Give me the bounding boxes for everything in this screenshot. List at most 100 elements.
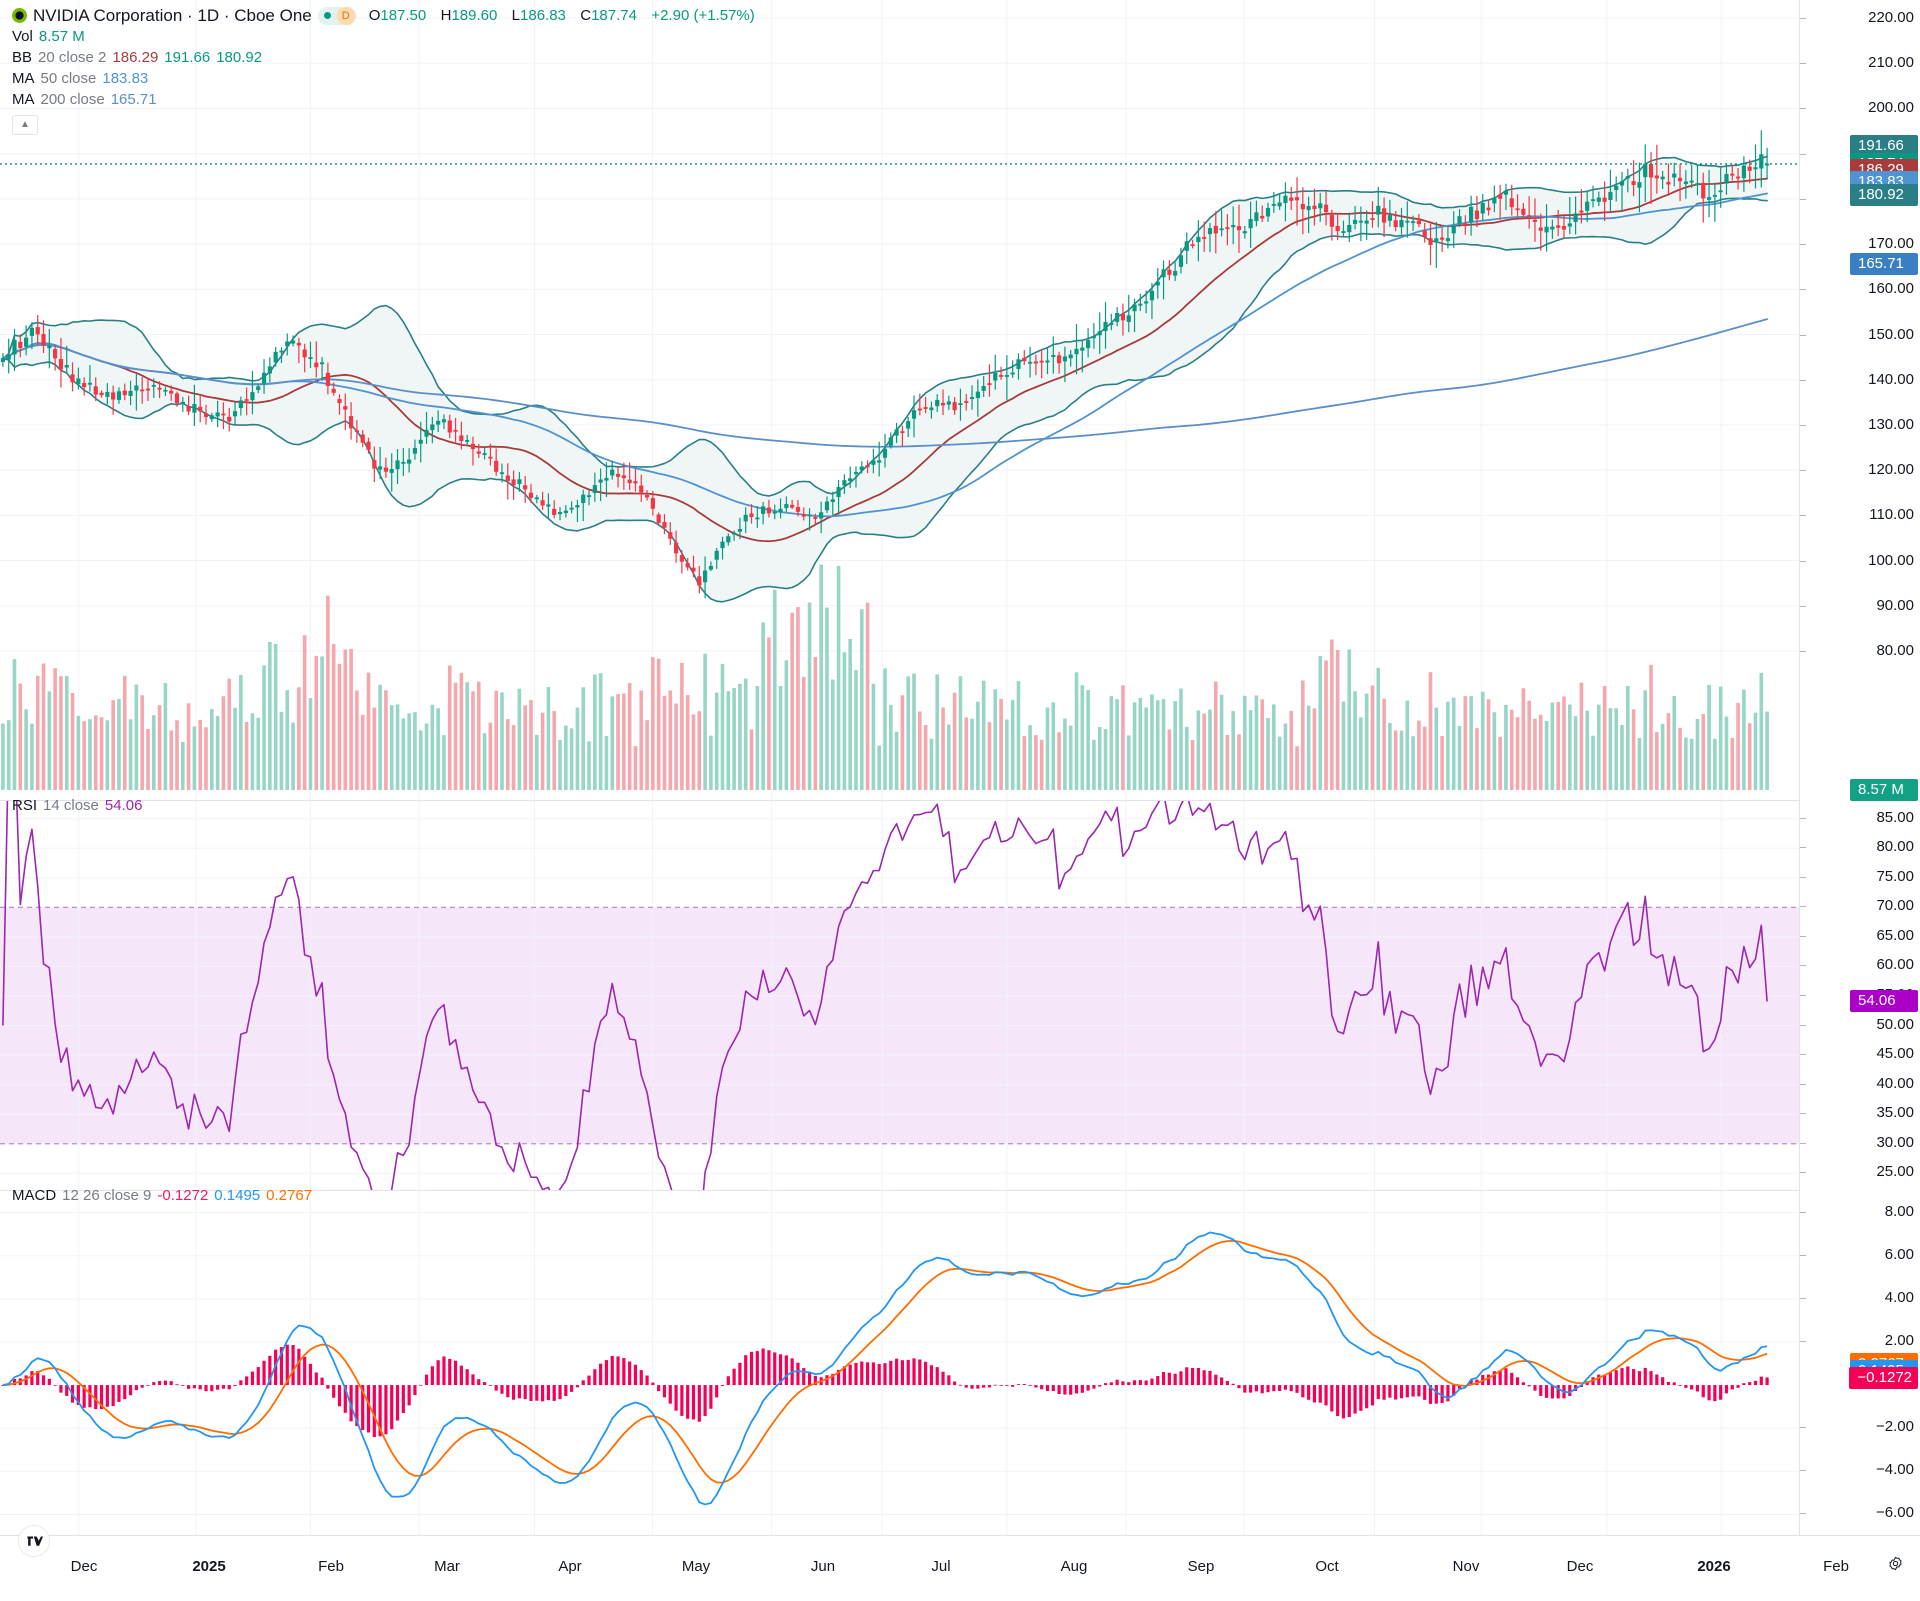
axis-tick-mark bbox=[1800, 1340, 1806, 1342]
time-axis-label: Feb bbox=[1823, 1558, 1849, 1575]
axis-tick-label: 80.00 bbox=[1876, 641, 1914, 659]
axis-tick-mark bbox=[1800, 935, 1806, 937]
axis-tick-mark bbox=[1800, 995, 1806, 996]
axis-tick-label: 75.00 bbox=[1876, 867, 1914, 885]
axis-tick-mark bbox=[1800, 470, 1806, 472]
axis-tick-label: −2.00 bbox=[1876, 1418, 1914, 1436]
axis-tick-label: 85.00 bbox=[1876, 808, 1914, 826]
axis-tick-mark bbox=[1800, 379, 1806, 381]
axis-tick-label: −4.00 bbox=[1876, 1461, 1914, 1479]
time-axis-label: Mar bbox=[434, 1558, 460, 1575]
time-axis-label: Apr bbox=[558, 1558, 582, 1575]
axis-tick-mark bbox=[1800, 63, 1806, 65]
time-axis-label: May bbox=[681, 1558, 711, 1575]
price-tag: 165.71 bbox=[1850, 252, 1918, 275]
axis-tick-label: 90.00 bbox=[1876, 596, 1914, 614]
time-axis-label: Nov bbox=[1452, 1558, 1480, 1575]
axis-tick-mark bbox=[1800, 289, 1806, 291]
axis-tick-mark bbox=[1800, 1513, 1806, 1515]
legend-collapse-button[interactable]: ▲ bbox=[12, 115, 38, 135]
axis-tick-label: 170.00 bbox=[1868, 235, 1914, 253]
axis-tick-label: 2.00 bbox=[1884, 1331, 1914, 1349]
axis-tick-mark bbox=[1800, 1254, 1806, 1256]
tv-glyph-icon bbox=[26, 1536, 43, 1546]
axis-tick-mark bbox=[1800, 515, 1806, 517]
price-tag: 180.92 bbox=[1850, 183, 1918, 206]
axis-tick-mark bbox=[1800, 847, 1806, 849]
axis-tick-label: 120.00 bbox=[1868, 461, 1914, 479]
axis-tick-mark bbox=[1800, 153, 1806, 155]
price-pane[interactable] bbox=[0, 0, 1800, 800]
axis-tick-mark bbox=[1800, 244, 1806, 246]
axis-tick-label: −6.00 bbox=[1876, 1504, 1914, 1522]
tradingview-logo-icon[interactable] bbox=[18, 1525, 50, 1557]
axis-tick-label: 35.00 bbox=[1876, 1104, 1914, 1122]
axis-tick-mark bbox=[1800, 965, 1806, 967]
axis-tick-mark bbox=[1800, 650, 1806, 652]
price-scale[interactable]: 220.00210.00200.00190.00180.00170.00160.… bbox=[1799, 0, 1920, 1600]
axis-tick-label: 140.00 bbox=[1868, 370, 1914, 388]
time-axis-label: Aug bbox=[1060, 1558, 1088, 1575]
axis-tick-label: 200.00 bbox=[1868, 99, 1914, 117]
axis-tick-label: 220.00 bbox=[1868, 9, 1914, 27]
time-axis-label: 2025 bbox=[192, 1558, 226, 1575]
time-axis-label: Dec bbox=[70, 1558, 98, 1575]
axis-tick-label: 6.00 bbox=[1884, 1245, 1914, 1263]
price-tag: 54.06 bbox=[1850, 989, 1918, 1012]
gear-icon bbox=[1888, 1556, 1902, 1570]
axis-tick-label: 8.00 bbox=[1884, 1202, 1914, 1220]
macd-plot bbox=[0, 1191, 1800, 1536]
axis-tick-label: 25.00 bbox=[1876, 1163, 1914, 1181]
axis-tick-mark bbox=[1800, 1172, 1806, 1174]
axis-tick-label: 130.00 bbox=[1868, 415, 1914, 433]
time-axis-label: Dec bbox=[1566, 1558, 1594, 1575]
axis-tick-label: 30.00 bbox=[1876, 1133, 1914, 1151]
axis-tick-mark bbox=[1800, 18, 1806, 20]
axis-tick-mark bbox=[1800, 817, 1806, 819]
axis-tick-mark bbox=[1800, 1427, 1806, 1429]
axis-tick-mark bbox=[1800, 876, 1806, 878]
axis-tick-label: 40.00 bbox=[1876, 1074, 1914, 1092]
macd-pane[interactable] bbox=[0, 1190, 1800, 1536]
time-axis-label: Jul bbox=[931, 1558, 951, 1575]
axis-tick-mark bbox=[1800, 424, 1806, 426]
time-axis-label: Oct bbox=[1315, 1558, 1339, 1575]
axis-tick-label: 50.00 bbox=[1876, 1015, 1914, 1033]
axis-tick-label: 70.00 bbox=[1876, 897, 1914, 915]
axis-tick-mark bbox=[1800, 1211, 1806, 1213]
price-tag: 8.57 M bbox=[1850, 779, 1918, 801]
axis-tick-label: 80.00 bbox=[1876, 838, 1914, 856]
axis-tick-mark bbox=[1800, 1142, 1806, 1144]
time-axis-label: Sep bbox=[1187, 1558, 1215, 1575]
axis-tick-mark bbox=[1800, 605, 1806, 607]
axis-tick-mark bbox=[1800, 1470, 1806, 1472]
time-axis-label: Jun bbox=[810, 1558, 836, 1575]
axis-tick-label: 45.00 bbox=[1876, 1045, 1914, 1063]
rsi-pane[interactable] bbox=[0, 800, 1800, 1191]
axis-tick-mark bbox=[1800, 198, 1806, 200]
axis-tick-mark bbox=[1800, 1297, 1806, 1299]
price-plot bbox=[0, 0, 1800, 800]
axis-tick-label: 60.00 bbox=[1876, 956, 1914, 974]
axis-tick-mark bbox=[1800, 1113, 1806, 1115]
axis-tick-label: 110.00 bbox=[1869, 506, 1914, 524]
time-axis-label: Feb bbox=[318, 1558, 344, 1575]
axis-tick-label: 150.00 bbox=[1868, 325, 1914, 343]
axis-tick-label: 210.00 bbox=[1868, 54, 1914, 72]
axis-tick-label: 65.00 bbox=[1876, 926, 1914, 944]
axis-tick-mark bbox=[1800, 1083, 1806, 1085]
time-axis-label: 2026 bbox=[1697, 1558, 1731, 1575]
time-axis[interactable]: Dec 2025 Feb Mar Apr May Jun Jul Aug Sep Oct Nov Dec… bbox=[0, 1535, 1920, 1601]
axis-tick-label: 160.00 bbox=[1868, 280, 1914, 298]
axis-tick-mark bbox=[1800, 1024, 1806, 1026]
axis-tick-label: 4.00 bbox=[1884, 1288, 1914, 1306]
chart-settings-button[interactable] bbox=[1884, 1552, 1906, 1574]
axis-tick-mark bbox=[1800, 906, 1806, 908]
axis-tick-mark bbox=[1800, 1054, 1806, 1056]
axis-tick-label: 100.00 bbox=[1868, 551, 1914, 569]
axis-tick-mark bbox=[1800, 560, 1806, 562]
price-tag: 191.66 bbox=[1850, 135, 1918, 158]
axis-tick-mark bbox=[1800, 334, 1806, 336]
chevron-up-icon: ▲ bbox=[20, 119, 30, 130]
